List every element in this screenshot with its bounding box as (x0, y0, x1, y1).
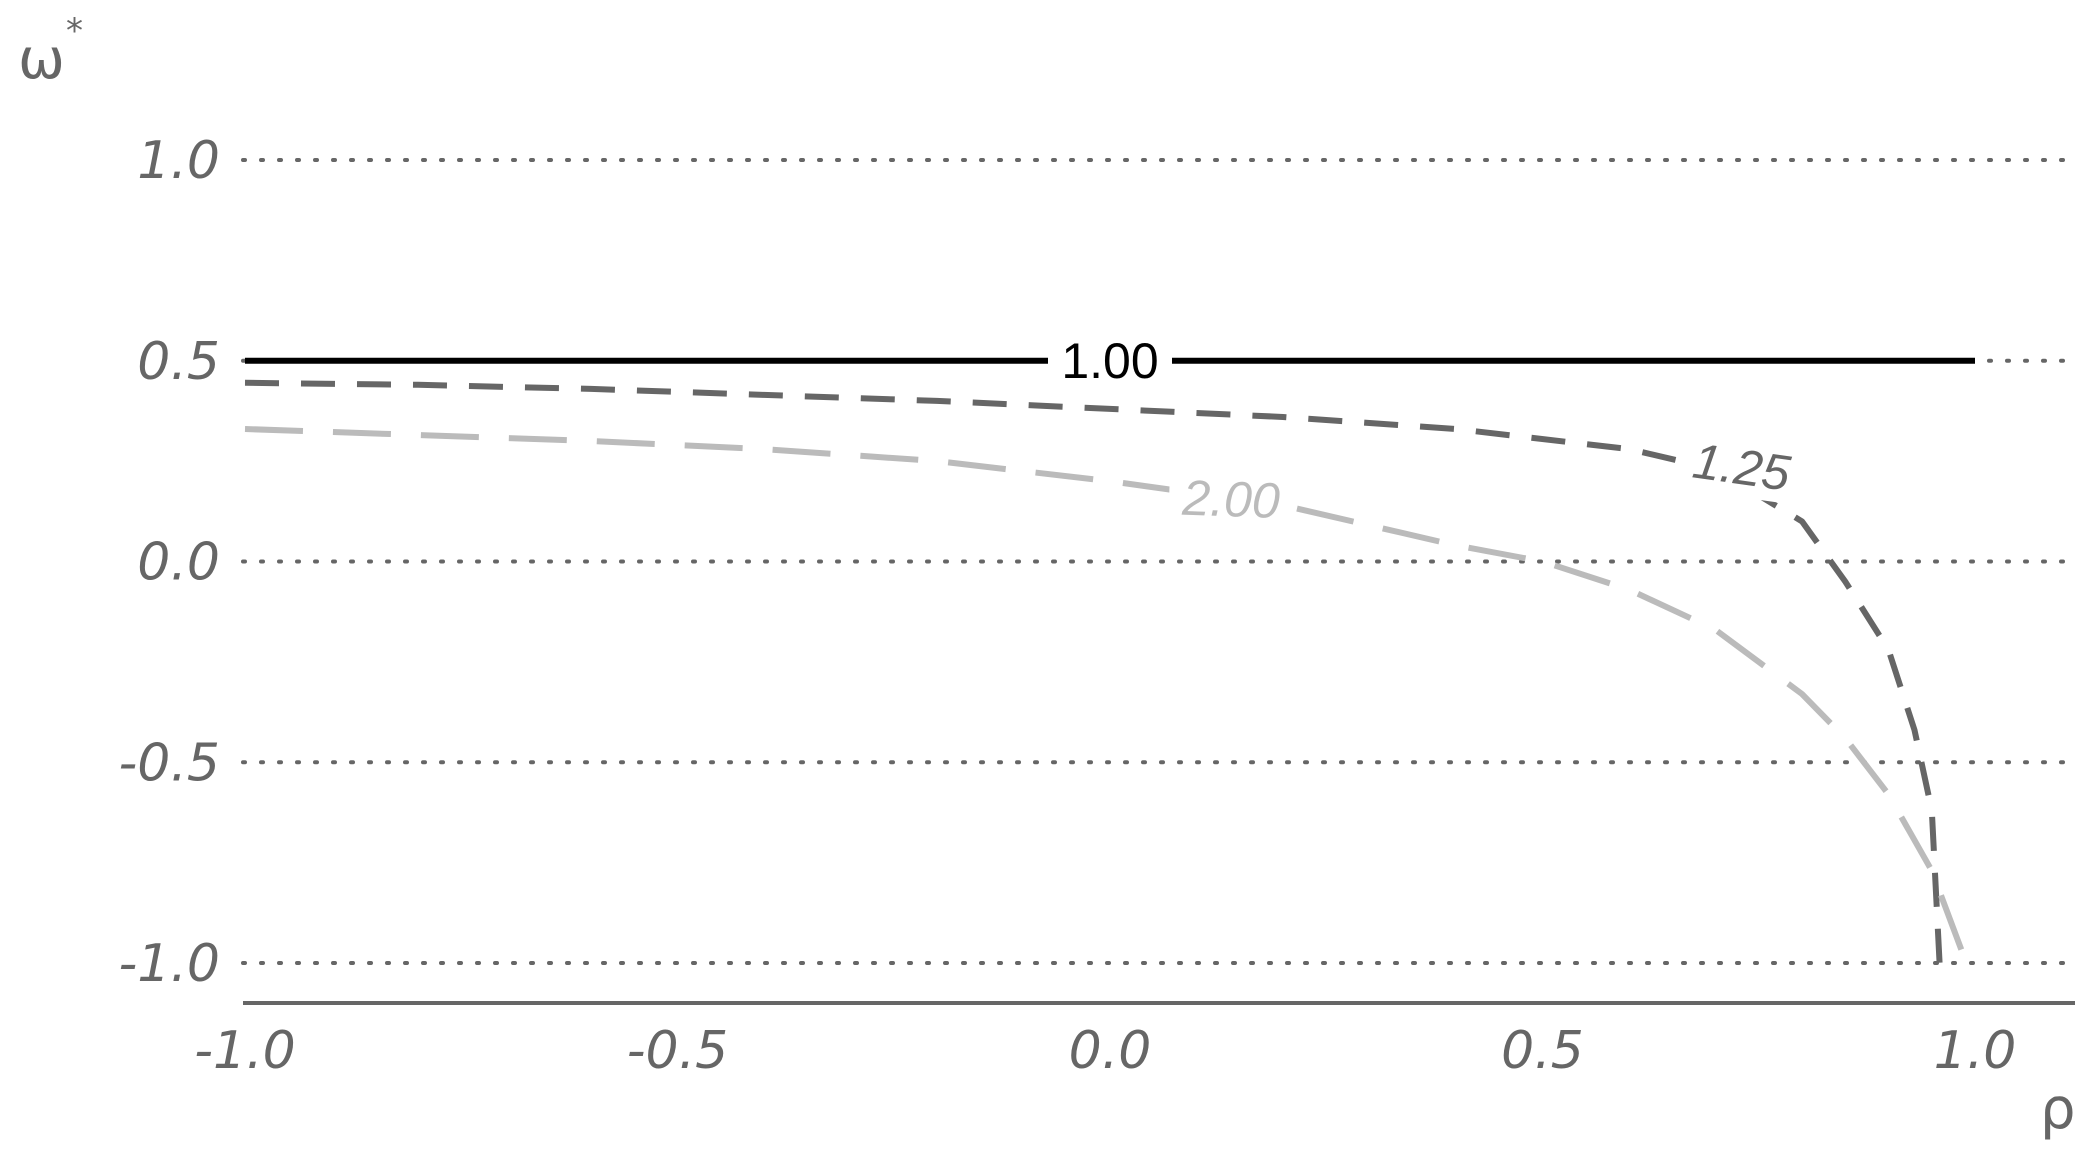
x-tick-label: -0.5 (627, 1021, 728, 1081)
series-label: 1.00 (1061, 333, 1158, 389)
series-label-group: 2.00 (1168, 467, 1295, 532)
series-label-backing (1048, 330, 1172, 391)
y-tick-labels: 1.0 0.5 0.0 -0.5 -1.0 (119, 131, 220, 994)
series-line-2-00 (244, 426, 1970, 965)
y-tick-label: 1.0 (137, 131, 220, 191)
x-tick-label: 1.0 (1934, 1021, 2017, 1081)
y-tick-label: -1.0 (119, 934, 220, 994)
series-label-backing (1675, 428, 1808, 506)
series-label-group: 1.00 (1048, 330, 1172, 391)
series-line-1-25 (244, 379, 1944, 980)
x-tick-label: 0.5 (1501, 1021, 1584, 1081)
series-label: 1.25 (1689, 433, 1793, 502)
series-label-group: 1.25 (1675, 428, 1808, 506)
x-tick-label: 0.0 (1069, 1021, 1152, 1081)
series-label: 2.00 (1180, 470, 1280, 529)
series-labels: 1.00 1.25 2.00 (1048, 330, 1808, 532)
x-axis-title: ρ (2040, 1077, 2076, 1142)
x-tick-labels: -1.0 -0.5 0.0 0.5 1.0 (194, 1021, 2016, 1081)
x-tick-label: -1.0 (194, 1021, 295, 1081)
grid-lines (241, 158, 2077, 965)
y-tick-label: 0.0 (137, 533, 220, 593)
series-label-backing (1168, 467, 1295, 532)
y-tick-label: -0.5 (119, 733, 220, 793)
y-axis-title-superscript: * (66, 11, 83, 51)
y-axis-title: ω (18, 27, 65, 92)
y-tick-label: 0.5 (137, 332, 220, 392)
